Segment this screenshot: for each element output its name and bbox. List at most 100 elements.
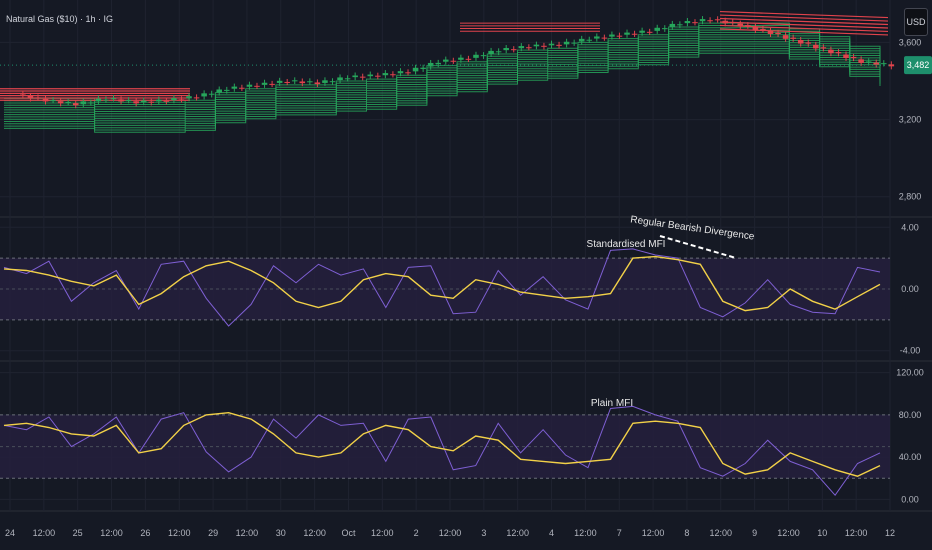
time-label: 12:00 <box>574 528 597 538</box>
candle-body <box>473 54 479 58</box>
candle-body <box>125 100 132 102</box>
candle-body <box>110 98 117 100</box>
candle-body <box>239 87 245 89</box>
candle-body <box>95 98 102 102</box>
candle-body <box>669 23 676 27</box>
candle-body <box>775 32 781 35</box>
candle-body <box>178 99 185 101</box>
candle-body <box>480 55 487 57</box>
candle-body <box>80 101 87 105</box>
time-label: 2 <box>414 528 419 538</box>
time-axis: 24 12:00 25 12:00 26 12:00 29 12:00 30 12:00 Oct 12… <box>5 528 895 538</box>
candle-body <box>231 86 238 89</box>
time-label: 12:00 <box>168 528 191 538</box>
time-label: 12:00 <box>506 528 529 538</box>
candle-body <box>888 64 895 67</box>
candle-body <box>722 20 728 24</box>
time-label: Oct <box>341 528 356 538</box>
candle-body <box>57 101 64 104</box>
time-label: 12:00 <box>100 528 123 538</box>
candle-body <box>412 67 419 72</box>
candle-body <box>556 44 562 46</box>
candle-body <box>140 100 147 103</box>
candle-body <box>344 78 351 80</box>
candle-body <box>375 75 381 77</box>
standardised-mfi-label: Standardised MFI <box>587 239 666 250</box>
candle-body <box>828 49 834 54</box>
axis-tick-label: 0.00 <box>901 494 919 504</box>
candle-body <box>216 89 222 93</box>
candle-body <box>662 28 668 30</box>
time-label: 10 <box>817 528 827 538</box>
candle-body <box>639 30 645 33</box>
candle-body <box>458 57 464 60</box>
plain-mfi-pane[interactable] <box>0 405 890 497</box>
candle-body <box>745 25 751 27</box>
plain-mfi-label: Plain MFI <box>591 398 633 409</box>
candle-body <box>397 71 404 74</box>
time-label: 12:00 <box>710 528 733 538</box>
candle-body <box>495 51 502 53</box>
candle-body <box>873 62 879 65</box>
price-pane[interactable]: 3,482 <box>0 10 932 133</box>
time-label: 29 <box>208 528 218 538</box>
resistance-level <box>719 14 889 22</box>
support-level <box>4 38 881 119</box>
candle-body <box>42 98 49 102</box>
price-axis: 3,600 3,200 2,800 4.00 0.00 -4.00 120.00 80.00 4… <box>896 37 924 504</box>
time-label: 26 <box>140 528 150 538</box>
candle-body <box>616 35 623 37</box>
candle-body <box>692 22 698 24</box>
candle-body <box>435 62 441 65</box>
time-label: 3 <box>481 528 486 538</box>
candle-body <box>20 94 26 96</box>
candle-body <box>284 81 290 83</box>
axis-tick-label: 120.00 <box>896 368 924 378</box>
candle-body <box>27 95 34 99</box>
candle-body <box>767 30 774 34</box>
candle-body <box>850 56 857 59</box>
standardised-mfi-pane[interactable] <box>0 248 890 327</box>
candle-body <box>382 73 389 76</box>
candle-body <box>299 81 306 84</box>
candle-body <box>148 101 155 103</box>
axis-tick-label: 0.00 <box>901 284 919 294</box>
candle-body <box>322 80 328 83</box>
series-line-signal <box>3 411 881 477</box>
candle-body <box>571 42 577 44</box>
candle-body <box>156 99 162 102</box>
candle-body <box>714 19 721 21</box>
candle-body <box>390 74 396 76</box>
candle-body <box>254 85 260 87</box>
time-label: 12:00 <box>236 528 259 538</box>
candle-body <box>677 24 683 26</box>
axis-tick-label: 3,600 <box>899 37 922 47</box>
support-level <box>4 43 881 124</box>
support-level <box>4 25 881 105</box>
time-label: 12 <box>885 528 895 538</box>
candle-body <box>88 102 94 104</box>
candle-body <box>337 77 343 81</box>
series-line-oscillator <box>3 405 881 497</box>
candle-body <box>760 28 766 30</box>
candle-body <box>601 37 608 39</box>
divergence-line <box>659 235 737 259</box>
candle-body <box>843 54 849 59</box>
candle-body <box>835 52 842 54</box>
candle-body <box>805 42 812 44</box>
candle-body <box>307 81 313 83</box>
resistance-level <box>719 17 889 26</box>
currency-button[interactable]: USD <box>904 8 928 36</box>
candle-body <box>65 102 71 104</box>
axis-tick-label: 40.00 <box>899 452 922 462</box>
candle-body <box>586 39 593 41</box>
candle-body <box>352 75 358 78</box>
candle-body <box>790 37 796 39</box>
current-price-tag <box>904 56 932 75</box>
candle-body <box>193 97 200 99</box>
candle-body <box>465 58 472 60</box>
candle-body <box>246 84 253 87</box>
axis-tick-label: 2,800 <box>899 192 922 202</box>
time-label: 30 <box>276 528 286 538</box>
